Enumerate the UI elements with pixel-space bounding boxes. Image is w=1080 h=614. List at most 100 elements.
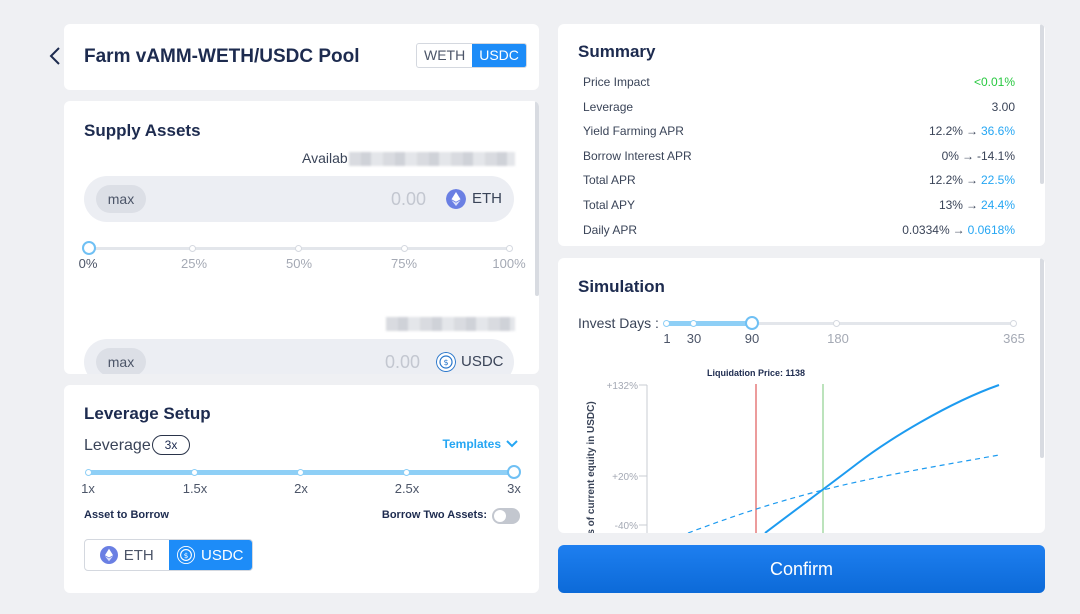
- eth-icon: [99, 546, 118, 564]
- simulation-title: Simulation: [578, 277, 665, 296]
- summary-row-label: Borrow Interest APR: [583, 148, 692, 163]
- arrow-right-icon: →: [965, 173, 978, 188]
- summary-row: Daily APR 0.0334% → 0.0618%: [583, 223, 1015, 239]
- amount-input[interactable]: 0.00: [384, 352, 420, 372]
- token-weth-option[interactable]: WETH: [424, 47, 466, 63]
- slider-tick-label: 100%: [492, 256, 526, 271]
- leverage-value-badge: 3x: [152, 435, 190, 455]
- leverage-label: Leverage: [84, 437, 151, 454]
- confirm-button[interactable]: Confirm: [558, 545, 1045, 593]
- amount-input[interactable]: 0.00: [390, 189, 426, 209]
- token-toggle[interactable]: WETH USDC: [416, 43, 527, 68]
- summary-value-from: 0%: [941, 148, 959, 163]
- leveraged-pnl-series: [764, 384, 1000, 533]
- summary-row-value: 13% → 24.4%: [939, 198, 1015, 212]
- max-button[interactable]: max: [96, 185, 146, 213]
- templates-dropdown[interactable]: Templates: [443, 437, 519, 451]
- chart-y-tick: +132%: [607, 381, 639, 392]
- slider-step[interactable]: [833, 320, 840, 327]
- slider-tick-label: 50%: [285, 256, 313, 271]
- borrow-asset-selector[interactable]: ETH $ USDC: [84, 539, 253, 571]
- chart-y-tick: +20%: [612, 472, 638, 483]
- borrow-two-assets-toggle[interactable]: [492, 508, 520, 524]
- slider-tick-label: 1x: [81, 481, 95, 496]
- summary-value-from: 13%: [938, 198, 963, 212]
- scrollbar[interactable]: [1040, 258, 1044, 458]
- summary-row-value: 3.00: [992, 100, 1015, 114]
- supply-input-usdc[interactable]: max 0.00 $ USDC: [84, 339, 514, 374]
- summary-row-value: <0.01%: [974, 75, 1015, 89]
- summary-value-from: 0.0334%: [902, 222, 950, 237]
- usdc-icon: $: [176, 546, 195, 564]
- available-balance-redacted: [386, 317, 515, 331]
- slider-tick-label: 25%: [180, 256, 208, 271]
- summary-row-label: Total APR: [583, 173, 636, 188]
- slider-step[interactable]: [690, 320, 697, 327]
- summary-value-to: <0.01%: [973, 75, 1015, 89]
- asset-to-borrow-label: Asset to Borrow: [84, 509, 169, 521]
- summary-row: Leverage 3.00: [583, 100, 1015, 116]
- slider-step[interactable]: [191, 469, 198, 476]
- pool-header: Farm vAMM-WETH/USDC Pool WETH USDC: [64, 24, 539, 90]
- slider-step[interactable]: [295, 245, 302, 252]
- max-button[interactable]: max: [96, 348, 146, 374]
- summary-row-label: Daily APR: [583, 222, 638, 237]
- summary-row: Borrow Interest APR 0% → -14.1%: [583, 149, 1015, 165]
- slider-step[interactable]: [1010, 320, 1017, 327]
- borrow-option-label: ETH: [123, 546, 154, 564]
- slider-step[interactable]: [85, 469, 92, 476]
- slider-tick-label: 75%: [390, 256, 418, 271]
- slider-step[interactable]: [506, 245, 513, 252]
- slider-step[interactable]: [401, 245, 408, 252]
- slider-tick-label: 1: [663, 331, 671, 346]
- scrollbar[interactable]: [535, 101, 539, 296]
- arrow-right-icon: →: [961, 148, 974, 163]
- scrollbar[interactable]: [1040, 24, 1044, 184]
- leverage-slider[interactable]: [85, 465, 521, 480]
- summary-value-from: 12.2%: [928, 124, 963, 139]
- token-label: USDC: [461, 353, 504, 370]
- slider-fill: [666, 321, 752, 326]
- summary-row-value: 12.2% → 22.5%: [929, 173, 1015, 187]
- available-balance-redacted: [349, 152, 515, 166]
- summary-row: Total APR 12.2% → 22.5%: [583, 173, 1015, 189]
- token-label: ETH: [472, 190, 502, 207]
- templates-label: Templates: [442, 437, 501, 451]
- summary-row: Price Impact <0.01%: [583, 75, 1015, 91]
- slider-handle[interactable]: [745, 316, 759, 330]
- slider-step[interactable]: [403, 469, 410, 476]
- chevron-down-icon: [506, 440, 518, 448]
- summary-row: Total APY 13% → 24.4%: [583, 198, 1015, 214]
- borrow-option-eth[interactable]: ETH: [85, 540, 169, 570]
- borrow-option-label: USDC: [200, 546, 244, 564]
- summary-row-label: Total APY: [583, 198, 636, 212]
- slider-step[interactable]: [189, 245, 196, 252]
- supply-percent-slider[interactable]: [82, 241, 513, 256]
- summary-row-value: 12.2% → 36.6%: [929, 124, 1015, 138]
- eth-icon: [446, 189, 466, 209]
- summary-value-to: 24.4%: [980, 198, 1015, 212]
- slider-handle[interactable]: [82, 241, 96, 255]
- summary-value-to: 3.00: [991, 99, 1015, 114]
- slider-step[interactable]: [663, 320, 670, 327]
- leverage-setup-card: Leverage Setup Leverage 3x Templates 1x …: [64, 385, 539, 593]
- slider-step[interactable]: [297, 469, 304, 476]
- invest-days-slider[interactable]: [663, 316, 1017, 331]
- slider-tick-label: 2.5x: [394, 481, 420, 496]
- token-usdc-option[interactable]: USDC: [472, 44, 526, 67]
- back-chevron-icon[interactable]: [46, 44, 66, 68]
- borrow-two-assets-label: Borrow Two Assets:: [381, 509, 487, 521]
- summary-value-to: 22.5%: [980, 173, 1015, 188]
- slider-tick-label: 3x: [507, 481, 521, 496]
- borrow-option-usdc[interactable]: $ USDC: [168, 540, 252, 570]
- summary-value-from: 12.2%: [928, 173, 963, 188]
- supply-input-eth[interactable]: max 0.00 ETH: [84, 176, 514, 222]
- slider-tick-label: 1.5x: [182, 481, 208, 496]
- slider-tick-label: 0%: [78, 256, 98, 271]
- slider-handle[interactable]: [507, 465, 521, 479]
- summary-row-label: Price Impact: [583, 75, 650, 89]
- slider-tick-label: 365: [1003, 331, 1025, 346]
- leverage-title: Leverage Setup: [84, 404, 211, 423]
- chart-y-tick: -40%: [615, 521, 638, 532]
- hold-pnl-series: [687, 454, 1000, 533]
